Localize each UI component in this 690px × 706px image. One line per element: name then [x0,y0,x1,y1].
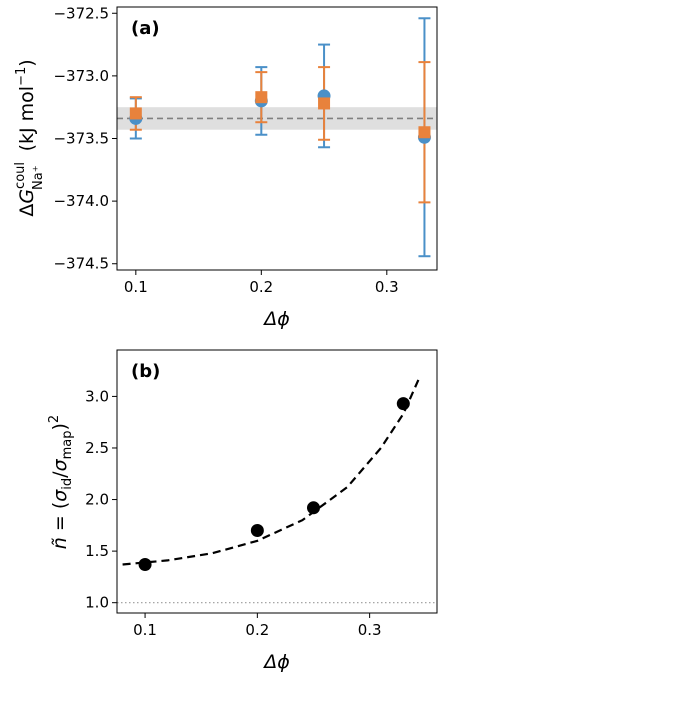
panel-a-plot-frame [116,6,438,271]
orange-square-point [318,97,331,110]
x-tick-label: 0.1 [124,278,148,296]
y-tick-label: 2.0 [85,491,109,509]
orange-square-point [129,107,142,120]
x-tick-label: 0.3 [358,621,382,639]
panel-b-label: (b) [131,361,160,382]
y-tick-label: −373.0 [53,67,109,85]
panel-b-x-axis-label: Δϕ [262,651,290,673]
y-tick-label: 3.0 [85,387,109,405]
y-tick-label: −373.5 [53,130,109,148]
y-tick-label: −372.5 [53,4,109,22]
panel-a-x-axis-label: Δϕ [262,308,290,330]
data-point [306,501,320,515]
orange-square-point [418,126,431,139]
panel-b-plot-frame [116,349,438,614]
panel-b-y-axis-label: ñ = (σid/σmap)2 [47,415,75,549]
data-point [250,523,264,537]
y-tick-label: 1.0 [85,594,109,612]
y-tick-label: −374.0 [53,192,109,210]
x-tick-label: 0.2 [245,621,269,639]
panel-a-label: (a) [131,18,160,39]
orange-square-point [255,91,268,104]
panel-a-y-axis-label: ΔGcoul Na⁺ (kJ mol−1) [13,59,46,216]
x-tick-label: 0.2 [249,278,273,296]
data-point [396,397,410,411]
panel-a: 0.1 0.2 0.3−372.5−373.0−373.5−374.0−374.5 … [13,4,438,330]
y-tick-label: 1.5 [85,542,109,560]
x-tick-label: 0.3 [375,278,399,296]
x-tick-label: 0.1 [133,621,157,639]
panel-b: 0.1 0.2 0.3 1.0 1.5 2.0 2.5 3.0 (b) Δϕ ñ = (σid… [47,349,438,673]
data-point [138,558,152,572]
fit-curve [122,375,422,566]
y-tick-label: −374.5 [53,255,109,273]
y-tick-label: 2.5 [85,439,109,457]
